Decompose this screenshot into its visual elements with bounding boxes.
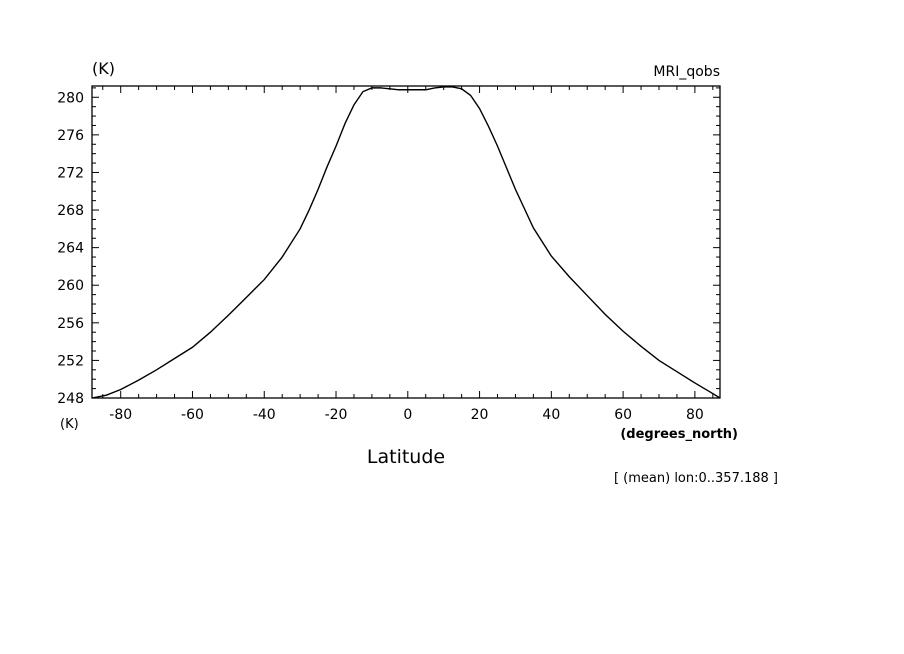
series-line	[91, 86, 721, 399]
y-tick-labels: 248 252 256 260 264 268 272 276 280	[57, 90, 84, 407]
y-tick-label: 268	[57, 203, 84, 219]
x-tick-label: 80	[686, 407, 704, 423]
y-tick-label: 276	[57, 128, 84, 144]
x-tick-label: -60	[181, 407, 204, 423]
x-tick-label: -40	[253, 407, 276, 423]
x-tick-label: -80	[109, 407, 132, 423]
y-tick-label: 248	[57, 391, 84, 407]
x-unit: (degrees_north)	[620, 427, 738, 442]
y-tick-label: 264	[57, 241, 84, 257]
y-unit-bottom: (K)	[60, 417, 79, 432]
x-tick-label: 20	[471, 407, 489, 423]
x-tick-label: 0	[403, 407, 412, 423]
y-tick-label: 252	[57, 353, 84, 369]
x-tick-label: 60	[614, 407, 632, 423]
plot-frame	[91, 85, 721, 399]
x-tick-label: -20	[325, 407, 348, 423]
x-tick-label: 40	[542, 407, 560, 423]
x-axis-label: Latitude	[367, 446, 445, 468]
x-tick-labels: -80 -60 -40 -20 0 20 40 60 80	[109, 407, 704, 423]
y-tick-label: 280	[57, 90, 84, 106]
annotation: [ (mean) lon:0..357.188 ]	[614, 471, 778, 486]
y-tick-label: 260	[57, 278, 84, 294]
y-unit-top: (K)	[92, 59, 115, 78]
y-tick-label: 272	[57, 165, 84, 181]
chart-title: MRI_qobs	[653, 64, 720, 80]
y-tick-label: 256	[57, 316, 84, 332]
axis-ticks	[92, 86, 720, 399]
